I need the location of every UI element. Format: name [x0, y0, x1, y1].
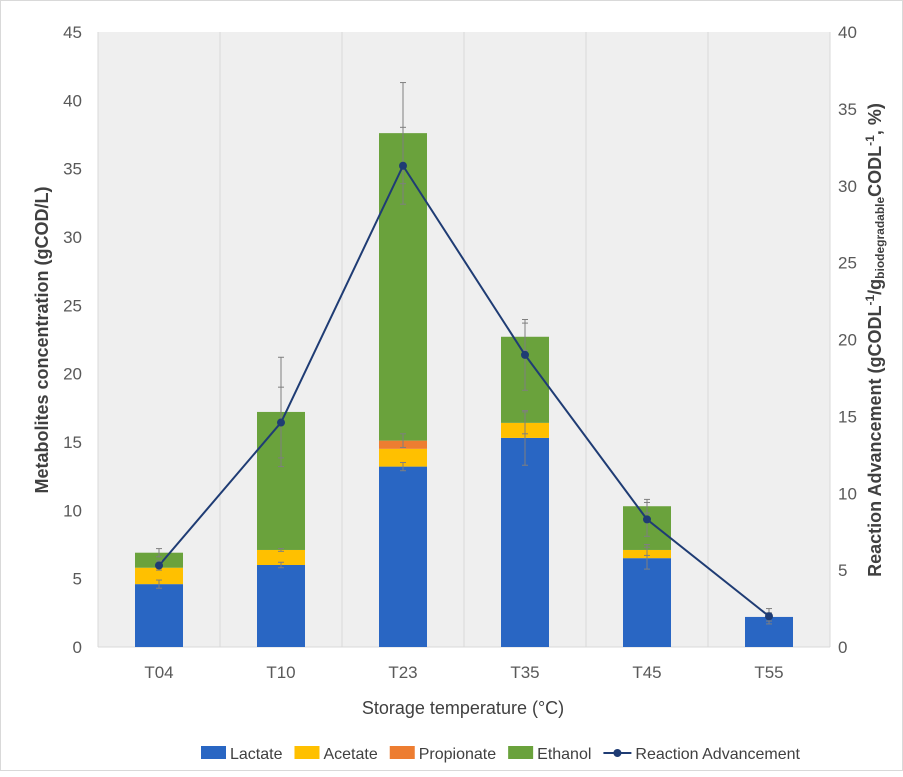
y-tick-label: 35 — [63, 160, 82, 179]
reaction-advancement-point — [643, 515, 651, 524]
legend-label-reaction-advancement: Reaction Advancement — [635, 746, 800, 763]
reaction-advancement-point — [399, 161, 407, 170]
x-tick-label: T23 — [388, 663, 417, 682]
reaction-advancement-point — [277, 418, 285, 427]
y2-tick-label: 0 — [838, 638, 847, 657]
legend-swatch-lactate — [201, 746, 226, 759]
x-tick-label: T55 — [754, 663, 783, 682]
bar-segment-lactate — [379, 466, 427, 647]
y-tick-label: 10 — [63, 501, 82, 520]
y-tick-label: 30 — [63, 228, 82, 247]
right-axis-ticks: 0 5 10 15 20 25 30 35 40 — [838, 23, 857, 657]
reaction-advancement-point — [521, 350, 529, 359]
y2-tick-label: 30 — [838, 177, 857, 196]
bar-segment-lactate — [135, 584, 183, 647]
legend-label-propionate: Propionate — [419, 746, 496, 763]
bar-segment-lactate — [501, 437, 549, 647]
y2-tick-label: 25 — [838, 254, 857, 273]
legend-marker-reaction-advancement — [613, 749, 622, 757]
y2-title-sup-1: -1 — [863, 295, 877, 306]
y2-tick-label: 35 — [838, 100, 857, 119]
y2-title-part-3: CODL — [865, 146, 885, 197]
y2-tick-label: 15 — [838, 407, 857, 426]
legend-label-acetate: Acetate — [323, 746, 377, 763]
y2-axis-title: Reaction Advancement (gCODL-1/gbiodegrad… — [863, 103, 887, 577]
y2-tick-label: 10 — [838, 484, 857, 503]
legend-swatch-acetate — [294, 746, 320, 759]
x-tick-label: T35 — [510, 663, 539, 682]
bar-segment-acetate — [135, 567, 183, 585]
bar-segment-ethanol — [135, 552, 183, 568]
y-tick-label: 15 — [63, 433, 82, 452]
legend: Lactate Acetate Propionate Ethanol Reaction … — [201, 746, 801, 763]
x-tick-label: T04 — [144, 663, 173, 682]
reaction-advancement-point — [765, 612, 773, 621]
x-axis-title: Storage temperature (°C) — [362, 698, 564, 718]
bar-segment-acetate — [257, 549, 305, 565]
y2-title-part-2: /g — [865, 279, 885, 295]
y2-tick-label: 20 — [838, 331, 857, 350]
bar-segment-lactate — [623, 558, 671, 647]
y-tick-label: 25 — [63, 296, 82, 315]
y2-title-sub: biodegradable — [873, 196, 887, 278]
plot-area — [97, 32, 831, 648]
y2-title-part-1: Reaction Advancement (gCODL — [865, 305, 885, 576]
x-axis-ticks: T04 T10 T23 T35 T45 T55 — [144, 663, 783, 682]
legend-label-ethanol: Ethanol — [537, 746, 591, 763]
reaction-advancement-point — [155, 561, 163, 570]
legend-swatch-propionate — [389, 746, 415, 759]
y-tick-label: 40 — [63, 91, 82, 110]
y-tick-label: 0 — [73, 638, 82, 657]
left-axis-ticks: 0 5 10 15 20 25 30 35 40 45 — [63, 23, 82, 657]
y-tick-label: 45 — [63, 23, 82, 42]
legend-label-lactate: Lactate — [230, 746, 283, 763]
x-tick-label: T45 — [632, 663, 661, 682]
y-tick-label: 20 — [63, 365, 82, 384]
y2-title-part-4: , %) — [865, 103, 885, 135]
y2-tick-label: 40 — [838, 23, 857, 42]
bar-segment-acetate — [379, 448, 427, 467]
legend-swatch-ethanol — [508, 746, 534, 759]
x-tick-label: T10 — [266, 663, 295, 682]
y-tick-label: 5 — [73, 570, 82, 589]
y2-tick-label: 5 — [838, 561, 847, 580]
y-axis-title: Metabolites concentration (gCOD/L) — [32, 186, 52, 493]
y2-title-sup-2: -1 — [863, 135, 877, 146]
reaction-advancement-line — [158, 163, 770, 618]
bar-segment-lactate — [257, 565, 305, 647]
